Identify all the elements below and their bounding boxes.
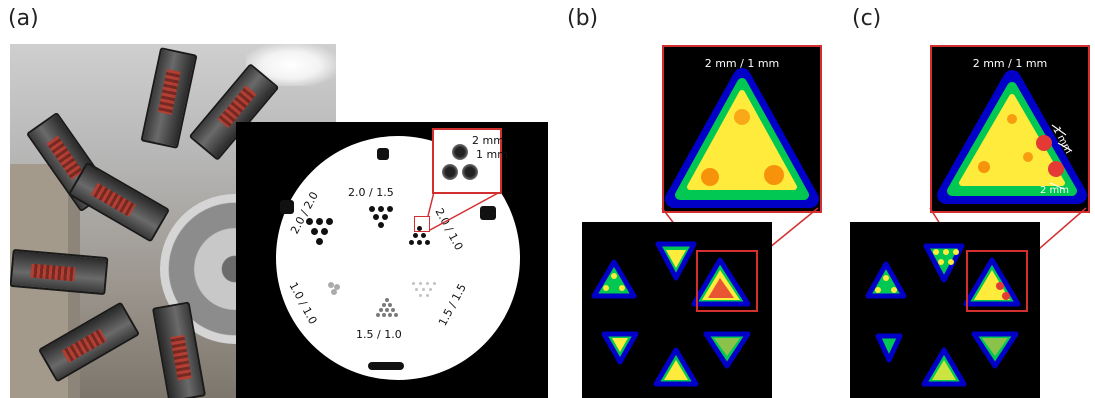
heatmap-b-render [591,241,751,387]
zoom-gap-label: 1 mm [476,148,508,161]
heatmap-c-render [865,243,1021,387]
fiducial-marker [280,200,294,214]
heatmap-zoom-b-title: 2 mm / 1 mm [704,57,780,70]
zoom-connector-lines [427,191,501,231]
rod-group-label-bottom: 1.5 / 1.0 [356,328,402,341]
heatmap-zoom-c-render [937,70,1087,204]
panel-label-c: (c) [852,6,882,31]
zoom-size-label: 2 mm [472,134,504,147]
panel-label-a: (a) [8,6,39,31]
detector-module [140,47,198,149]
heatmap-zoom-b-render [665,68,819,208]
heatmap-zoom-c: 2 mm / 1 mm 1 mm 2 mm [930,45,1090,213]
heatmap-c-annot-size: 2 mm [1040,185,1070,196]
heatmap-zoom-b: 2 mm / 1 mm [662,45,822,213]
heatmap-c [850,222,1040,398]
fiducial-marker [368,362,404,370]
heatmap-zoom-c-title: 2 mm / 1 mm [972,57,1048,70]
phantom-zoom-inset: 2 mm 1 mm [432,128,508,194]
zoom-selection [414,216,430,232]
rod-group-label-top: 2.0 / 1.5 [348,186,394,199]
heatmap-c-selection [966,250,1028,312]
heatmap-b-selection [696,250,758,312]
phantom-image: 2.0 / 1.5 2.0 / 2.0 2.0 / 1.0 1.0 / 1.0 … [236,122,548,398]
fiducial-marker [377,148,389,160]
panel-label-b: (b) [567,6,599,31]
fiducial-marker [480,206,496,220]
detector-module [67,161,171,243]
heatmap-b [582,222,772,398]
